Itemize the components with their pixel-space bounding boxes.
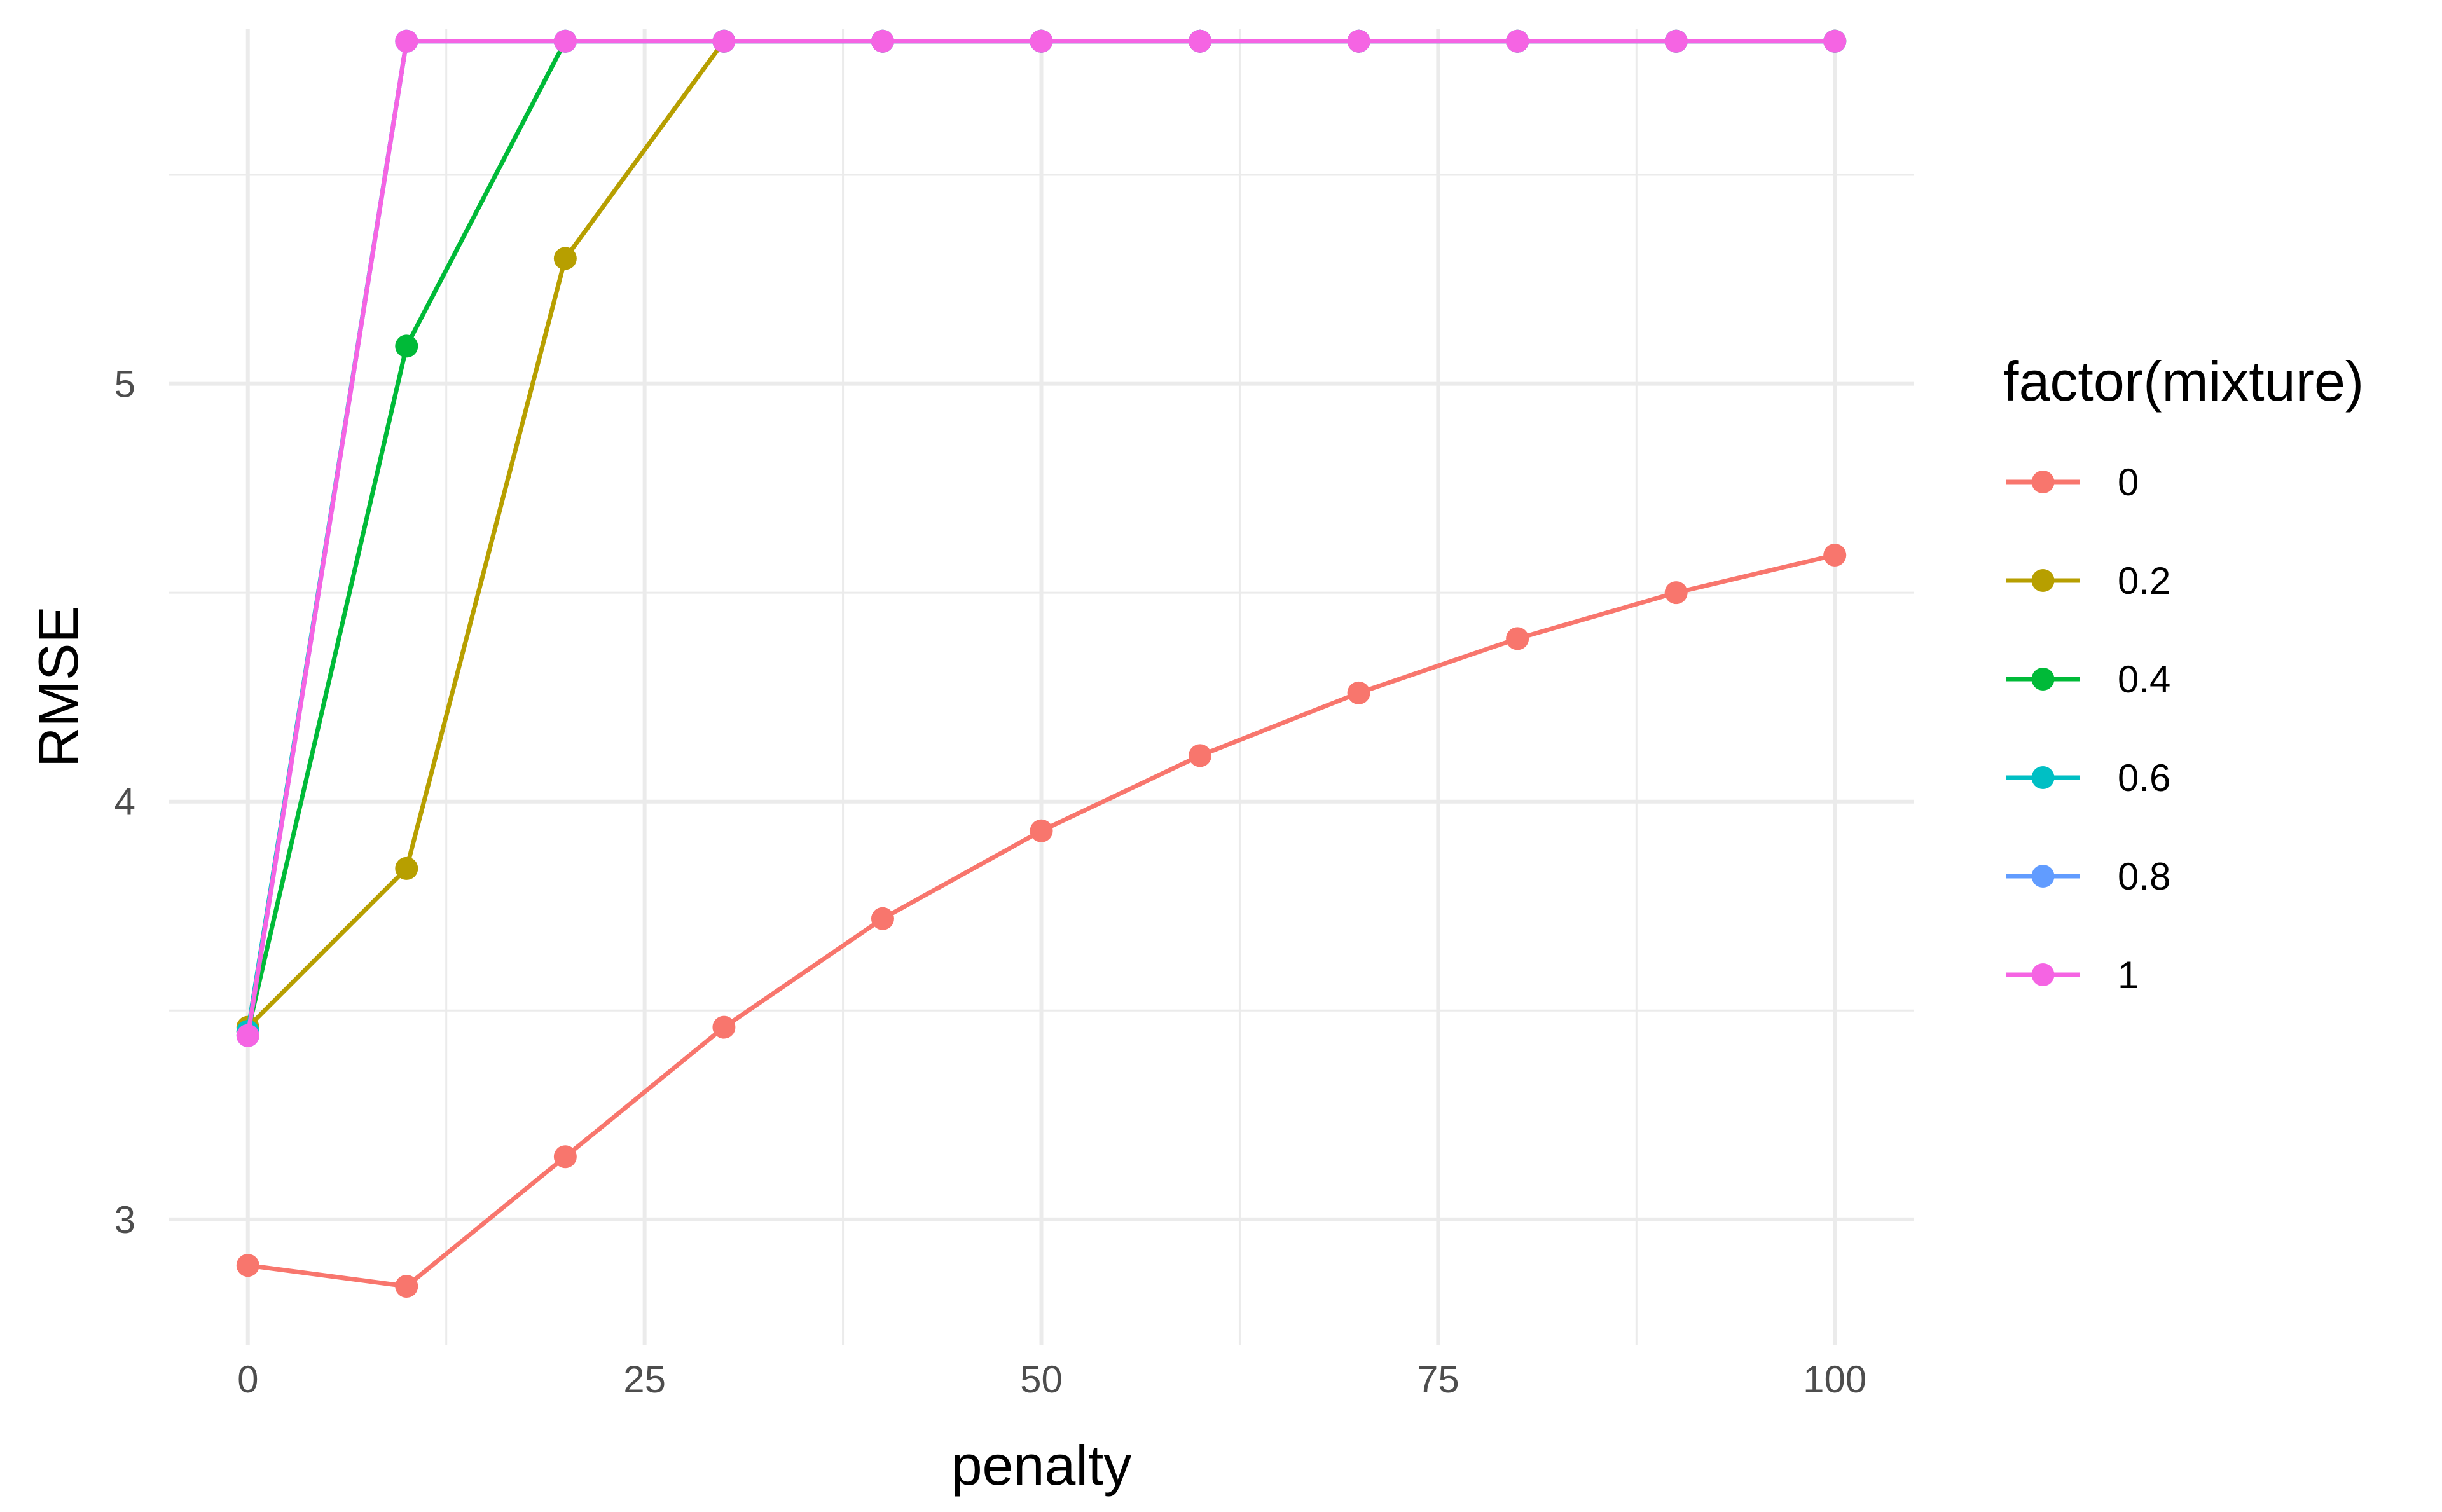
data-point [1030,819,1053,842]
legend-key-point [2031,766,2055,789]
data-point [871,29,894,53]
data-point [553,29,577,53]
legend-key-point [2031,668,2055,691]
legend-item: 0.2 [2006,560,2170,602]
legend-label: 1 [2118,954,2139,996]
x-tick-label: 50 [1020,1358,1063,1401]
data-point [395,29,418,53]
x-axis-title: penalty [951,1434,1132,1497]
grid [169,29,1914,1345]
x-tick-label: 0 [237,1358,258,1401]
data-point [236,1024,259,1047]
data-point [395,1275,418,1298]
series-1 [236,29,1847,1047]
axes: penalty RMSE 0 25 50 75 100 3 4 5 [27,363,1866,1497]
data-point [395,334,418,358]
x-tick-label: 25 [623,1358,666,1401]
y-tick-label: 3 [114,1199,135,1241]
legend-label: 0.6 [2118,757,2170,799]
y-tick-label: 5 [114,363,135,406]
data-point [1506,29,1529,53]
data-point [1664,29,1688,53]
data-point [1664,581,1688,605]
legend-item: 1 [2006,954,2139,996]
x-tick-label: 100 [1803,1358,1866,1401]
data-point [1189,29,1212,53]
data-point [1347,681,1370,704]
data-point [712,29,736,53]
x-tick-label: 75 [1417,1358,1459,1401]
legend-label: 0.2 [2118,560,2170,602]
legend-key-point [2031,963,2055,986]
legend-key-point [2031,569,2055,592]
legend-item: 0.6 [2006,757,2170,799]
legend-key-point [2031,865,2055,888]
data-point [1823,544,1847,567]
data-point [1347,29,1370,53]
legend: factor(mixture) 0 0.2 0.4 0.6 0.8 1 [2003,350,2364,996]
data-point [553,1145,577,1169]
series-group [236,29,1847,1298]
legend-item: 0.8 [2006,855,2170,898]
data-point [1189,744,1212,767]
legend-label: 0.8 [2118,855,2170,898]
data-point [1506,627,1529,650]
legend-label: 0 [2118,461,2139,504]
data-point [236,1254,259,1277]
data-point [871,907,894,930]
data-point [395,856,418,880]
legend-key-point [2031,471,2055,493]
data-point [1823,29,1847,53]
series-0 [236,544,1847,1298]
legend-item: 0.4 [2006,658,2170,701]
data-point [712,1015,736,1039]
y-axis-title: RMSE [27,606,90,767]
legend-label: 0.4 [2118,658,2170,701]
data-point [1030,29,1053,53]
data-point [553,247,577,270]
legend-title: factor(mixture) [2003,350,2364,413]
legend-item: 0 [2006,461,2139,504]
y-tick-label: 4 [114,781,135,823]
